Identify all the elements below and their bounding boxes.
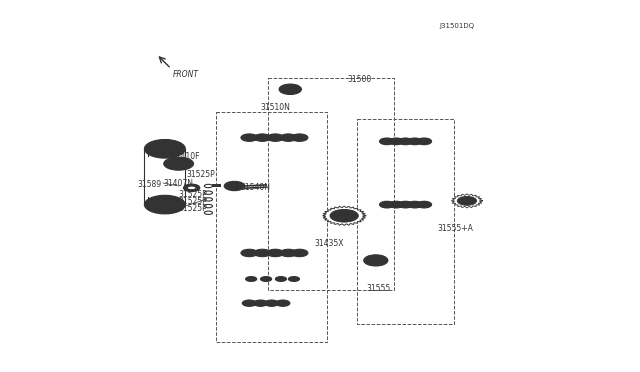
Ellipse shape: [244, 135, 255, 140]
Ellipse shape: [164, 157, 193, 170]
Ellipse shape: [410, 202, 420, 207]
Ellipse shape: [283, 251, 294, 256]
Ellipse shape: [419, 139, 429, 144]
Text: 31525P: 31525P: [179, 190, 207, 199]
Text: FRONT: FRONT: [173, 70, 199, 79]
Ellipse shape: [257, 135, 268, 140]
Ellipse shape: [380, 201, 394, 208]
Ellipse shape: [398, 201, 413, 208]
Ellipse shape: [410, 139, 420, 144]
Text: 31555: 31555: [367, 284, 391, 293]
Ellipse shape: [224, 182, 244, 191]
Ellipse shape: [184, 184, 200, 192]
Ellipse shape: [256, 301, 265, 305]
Ellipse shape: [291, 249, 308, 257]
Ellipse shape: [276, 300, 290, 307]
Text: 31500: 31500: [348, 76, 372, 84]
FancyBboxPatch shape: [212, 184, 221, 187]
Ellipse shape: [244, 251, 255, 256]
Ellipse shape: [330, 209, 358, 222]
Ellipse shape: [364, 255, 388, 266]
Ellipse shape: [270, 251, 281, 256]
Ellipse shape: [291, 134, 308, 141]
Ellipse shape: [283, 135, 294, 140]
Ellipse shape: [187, 186, 196, 190]
Ellipse shape: [278, 301, 287, 305]
Ellipse shape: [241, 249, 258, 257]
Ellipse shape: [391, 139, 401, 144]
Text: 31410F: 31410F: [172, 152, 200, 161]
Text: 31510N: 31510N: [260, 103, 291, 112]
Ellipse shape: [267, 134, 284, 141]
Text: 31525P: 31525P: [179, 204, 207, 213]
Ellipse shape: [145, 140, 186, 158]
Ellipse shape: [457, 196, 477, 205]
Ellipse shape: [408, 201, 422, 208]
Ellipse shape: [246, 277, 257, 282]
Ellipse shape: [267, 249, 284, 257]
Ellipse shape: [398, 138, 413, 145]
Ellipse shape: [244, 301, 254, 305]
Ellipse shape: [401, 202, 411, 207]
Ellipse shape: [280, 134, 297, 141]
Ellipse shape: [243, 300, 257, 307]
Ellipse shape: [267, 301, 276, 305]
Ellipse shape: [270, 135, 281, 140]
Ellipse shape: [260, 277, 271, 282]
Ellipse shape: [389, 138, 404, 145]
Ellipse shape: [145, 195, 186, 214]
Ellipse shape: [168, 159, 189, 168]
Text: 31525P: 31525P: [179, 197, 207, 206]
Ellipse shape: [264, 300, 278, 307]
Ellipse shape: [289, 277, 300, 282]
Ellipse shape: [279, 84, 301, 94]
Ellipse shape: [254, 249, 271, 257]
Text: 31435X: 31435X: [314, 239, 344, 248]
Ellipse shape: [294, 135, 305, 140]
Ellipse shape: [228, 183, 241, 189]
Text: 31589: 31589: [137, 180, 161, 189]
Ellipse shape: [253, 300, 268, 307]
Ellipse shape: [419, 202, 429, 207]
Text: 31525P: 31525P: [186, 170, 215, 179]
Polygon shape: [451, 194, 483, 208]
Ellipse shape: [389, 201, 404, 208]
Ellipse shape: [382, 139, 392, 144]
Ellipse shape: [401, 139, 411, 144]
Ellipse shape: [380, 138, 394, 145]
Ellipse shape: [282, 86, 298, 93]
Polygon shape: [323, 206, 365, 225]
Ellipse shape: [367, 256, 385, 264]
Text: 31407N: 31407N: [163, 179, 193, 187]
Ellipse shape: [408, 138, 422, 145]
Ellipse shape: [391, 202, 401, 207]
Ellipse shape: [280, 249, 297, 257]
Ellipse shape: [294, 251, 305, 256]
Ellipse shape: [417, 138, 431, 145]
Ellipse shape: [254, 134, 271, 141]
Text: J31501DQ: J31501DQ: [439, 23, 474, 29]
Text: 31540N: 31540N: [240, 183, 270, 192]
Text: 31555+A: 31555+A: [437, 224, 473, 233]
Ellipse shape: [257, 251, 268, 256]
Ellipse shape: [241, 134, 258, 141]
Ellipse shape: [417, 201, 431, 208]
Ellipse shape: [382, 202, 392, 207]
Ellipse shape: [275, 277, 287, 282]
